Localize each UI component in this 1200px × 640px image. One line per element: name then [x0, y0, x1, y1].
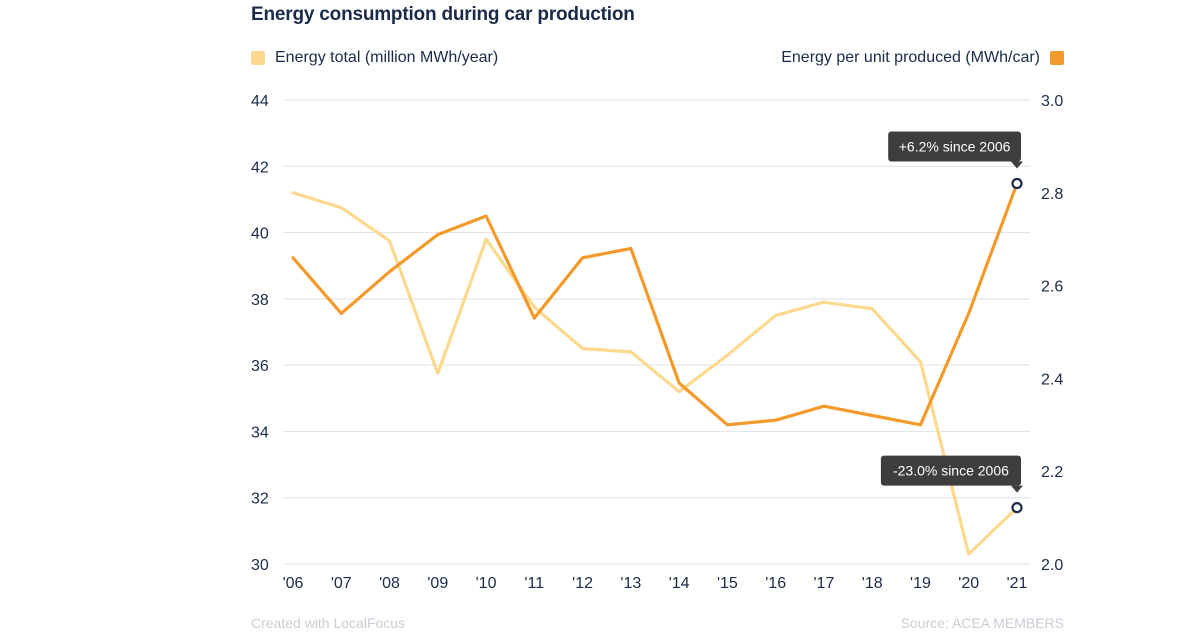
tooltip-box: [888, 131, 1021, 162]
x-tick-label: '15: [717, 575, 738, 592]
source-text: Source: ACEA MEMBERS: [900, 615, 1064, 631]
x-tick-label: '09: [427, 575, 448, 592]
x-tick-label: '13: [620, 575, 641, 592]
y-right-tick-label: 2.6: [1041, 279, 1063, 296]
y-right-tick-label: 2.4: [1041, 371, 1063, 388]
x-tick-label: '06: [283, 575, 304, 592]
tooltip-text: +6.2% since 2006: [899, 139, 1011, 155]
x-tick-label: '08: [379, 575, 400, 592]
y-right-tick-label: 2.2: [1041, 464, 1063, 481]
x-tick-label: '17: [814, 575, 835, 592]
x-tick-label: '12: [572, 575, 593, 592]
legend-label-energy-per-unit: Energy per unit produced (MWh/car): [781, 49, 1040, 66]
highlight-point: [1011, 502, 1023, 514]
tooltip-pointer: [1011, 161, 1023, 169]
x-tick-label: '16: [765, 575, 786, 592]
tooltip-text: -23.0% since 2006: [893, 463, 1009, 479]
chart-title: Energy consumption during car production: [251, 4, 635, 25]
legend-swatch-energy-total: [251, 51, 265, 65]
legend-energy-per-unit[interactable]: Energy per unit produced (MWh/car): [781, 49, 1064, 67]
y-right-tick-label: 3.0: [1041, 93, 1063, 110]
legend-label-energy-total: Energy total (million MWh/year): [275, 49, 499, 66]
x-tick-label: '10: [476, 575, 497, 592]
y-left-tick-label: 44: [251, 93, 269, 110]
tooltip-box: [880, 455, 1021, 486]
y-left-tick-label: 38: [251, 292, 269, 309]
x-tick-label: '07: [331, 575, 352, 592]
y-left-tick-label: 32: [251, 491, 269, 508]
tooltip-pointer: [1011, 485, 1023, 493]
y-right-tick-label: 2.8: [1041, 186, 1063, 203]
series-line-energy-total: [291, 191, 1019, 556]
x-tick-label: '11: [524, 575, 544, 592]
legend-swatch-energy-per-unit: [1050, 51, 1064, 65]
x-tick-label: '20: [958, 575, 979, 592]
y-left-tick-label: 30: [251, 557, 269, 574]
highlight-point: [1011, 177, 1023, 190]
credit-text[interactable]: Created with LocalFocus: [251, 615, 406, 631]
x-tick-label: '18: [862, 575, 883, 592]
y-left-tick-label: 34: [251, 424, 269, 441]
y-left-tick-label: 42: [251, 159, 269, 176]
legend-energy-total[interactable]: Energy total (million MWh/year): [251, 49, 498, 67]
x-tick-label: '19: [910, 575, 931, 592]
series-line-energy-per-unit: [291, 181, 1019, 427]
y-left-tick-label: 40: [251, 226, 269, 243]
x-tick-label: '21: [1007, 575, 1028, 592]
y-left-tick-label: 36: [251, 358, 269, 375]
y-right-tick-label: 2.0: [1041, 557, 1063, 574]
x-tick-label: '14: [669, 575, 690, 592]
